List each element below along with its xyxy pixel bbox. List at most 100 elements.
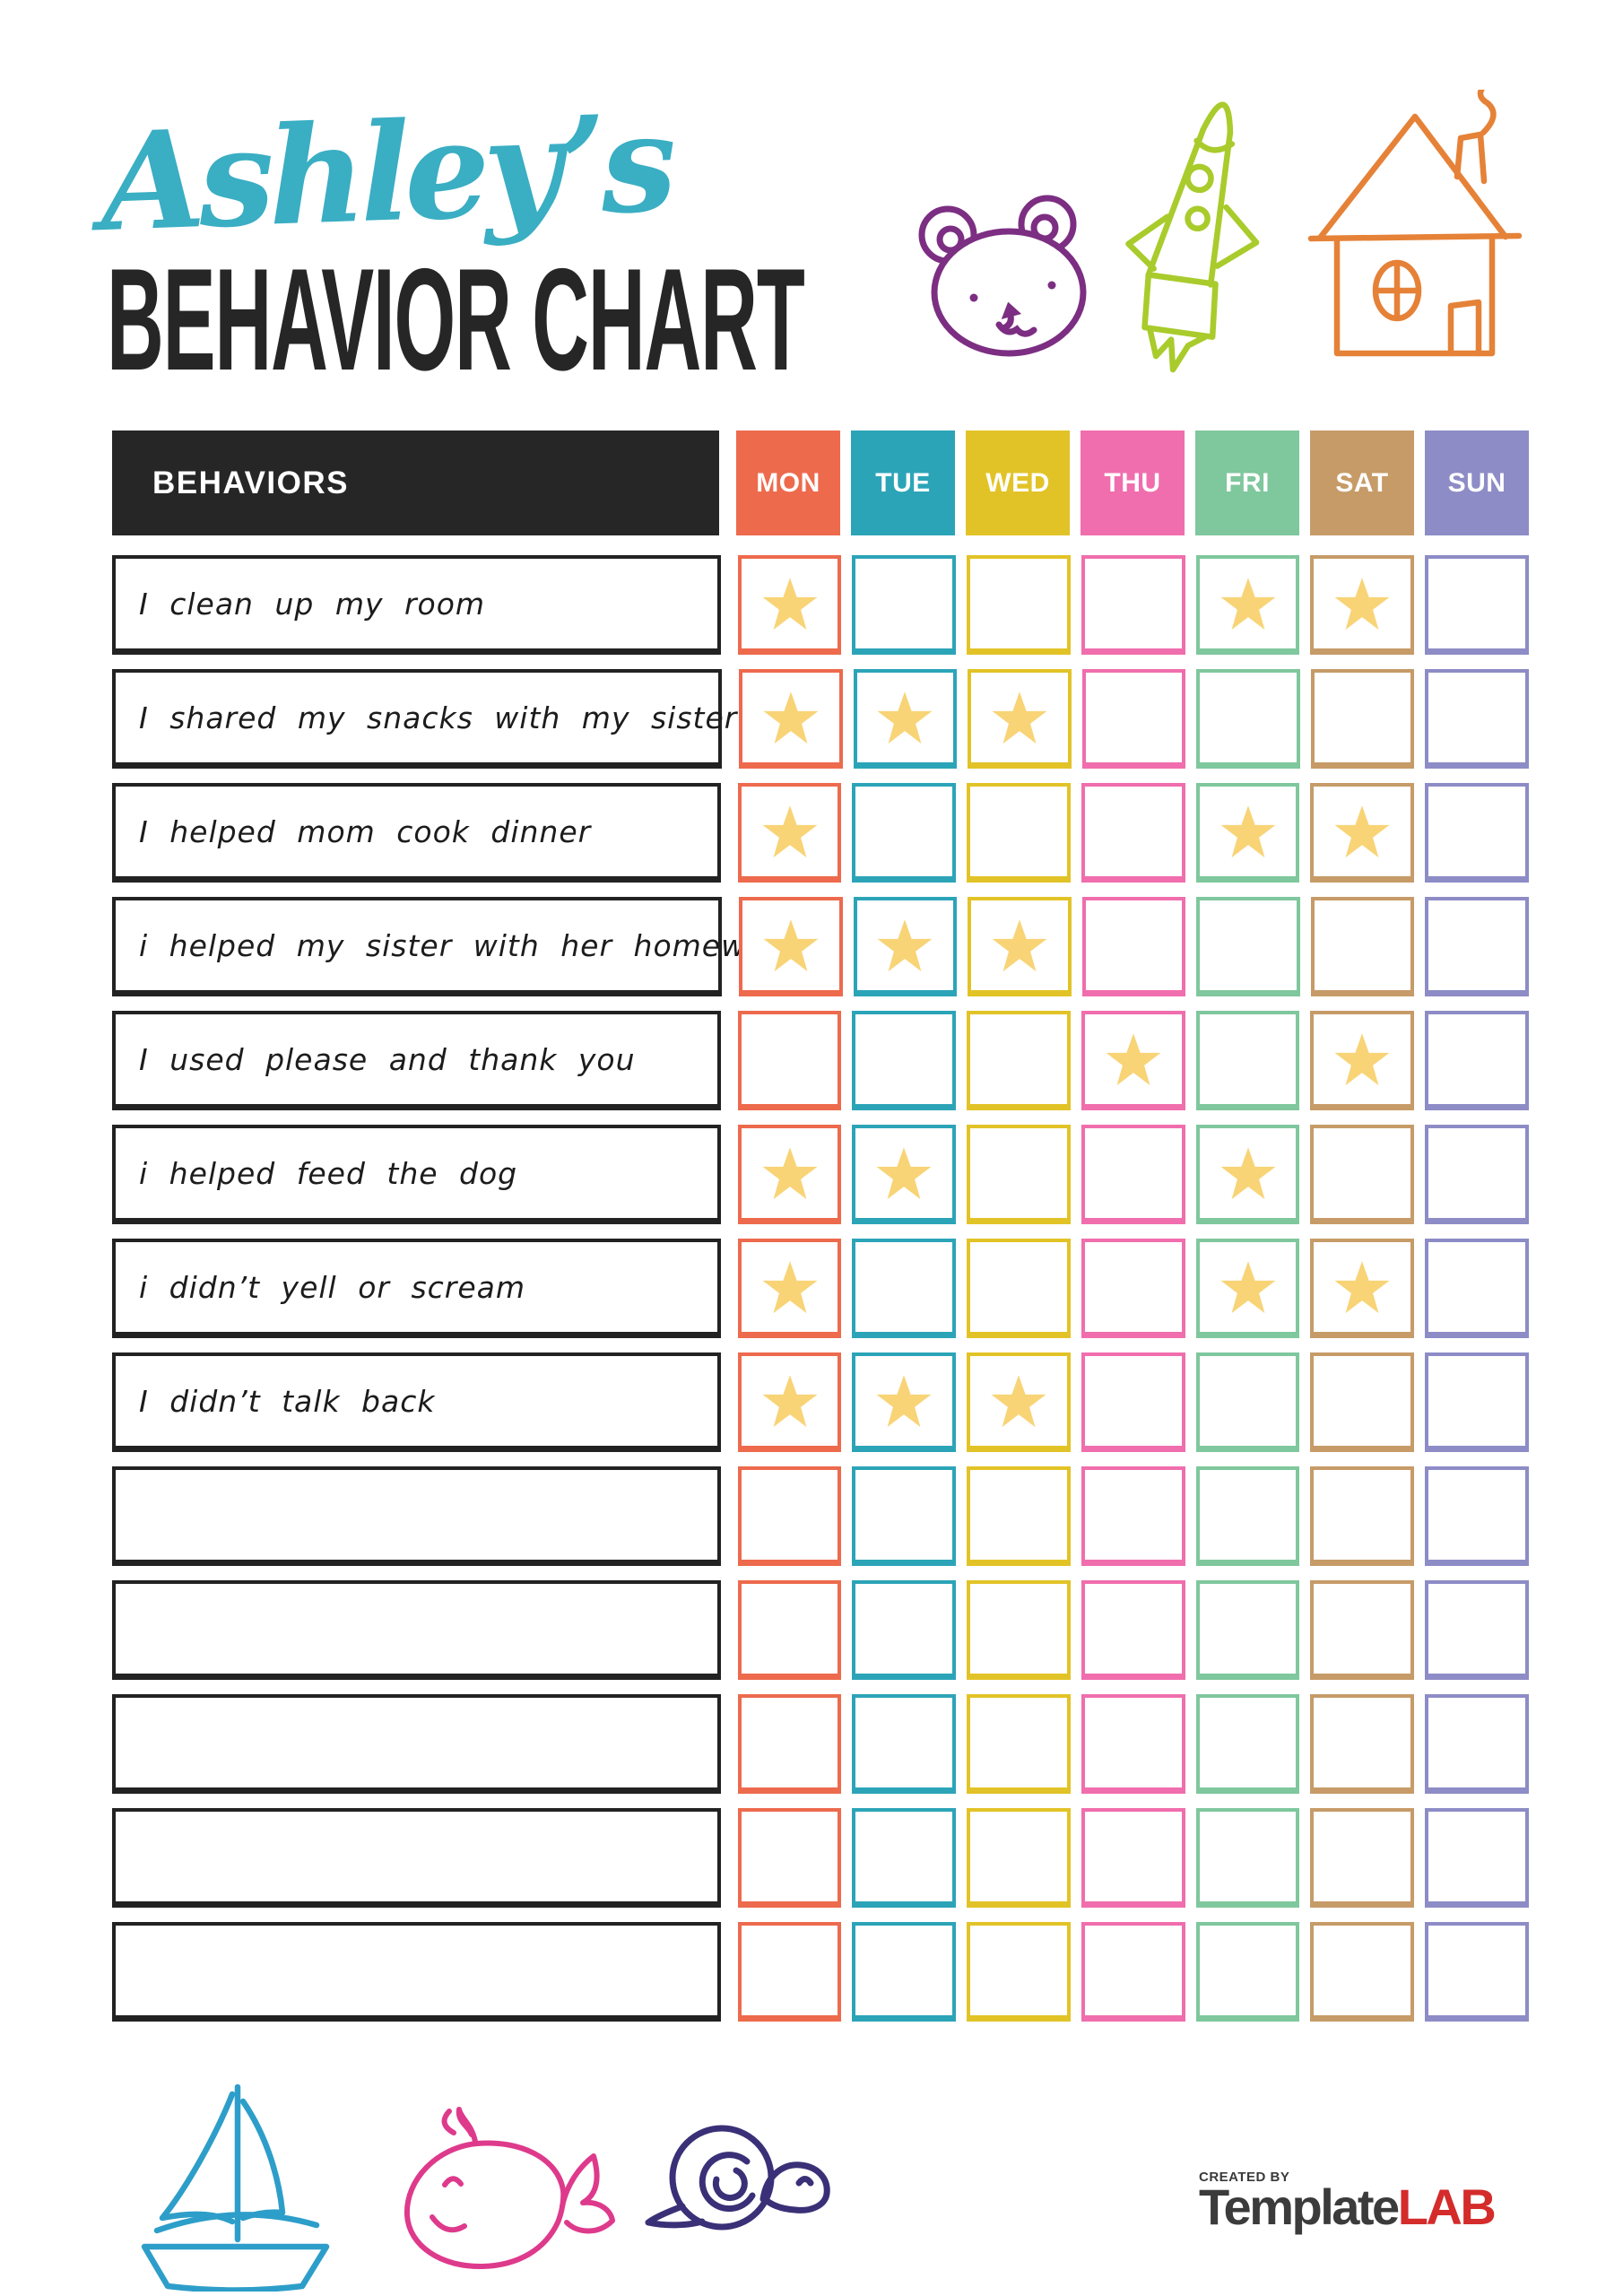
cell-sat[interactable]: [1310, 669, 1415, 769]
cell-mon[interactable]: [737, 783, 842, 883]
cell-tue[interactable]: [852, 1808, 957, 1908]
behavior-label-box[interactable]: [112, 1808, 721, 1908]
cell-thu[interactable]: [1081, 897, 1186, 996]
cell-wed[interactable]: [967, 1580, 1071, 1680]
cell-thu[interactable]: [1081, 1352, 1185, 1452]
cell-fri[interactable]: [1196, 897, 1300, 996]
behavior-label-box[interactable]: [112, 1580, 721, 1680]
cell-sun[interactable]: [1425, 1466, 1529, 1566]
cell-fri[interactable]: [1195, 1125, 1300, 1224]
cell-thu[interactable]: [1081, 555, 1185, 655]
cell-tue[interactable]: [852, 783, 957, 883]
cell-mon[interactable]: [737, 1922, 842, 2022]
cell-sun[interactable]: [1425, 897, 1530, 996]
cell-tue[interactable]: [852, 555, 957, 655]
cell-tue[interactable]: [852, 1125, 957, 1224]
cell-mon[interactable]: [737, 1580, 842, 1680]
cell-wed[interactable]: [967, 1011, 1071, 1110]
cell-mon[interactable]: [737, 555, 842, 655]
cell-wed[interactable]: [967, 1125, 1071, 1224]
cell-mon[interactable]: [739, 897, 843, 996]
cell-thu[interactable]: [1081, 1125, 1185, 1224]
cell-thu[interactable]: [1081, 1011, 1185, 1110]
cell-mon[interactable]: [737, 1011, 842, 1110]
cell-thu[interactable]: [1081, 1922, 1185, 2022]
cell-mon[interactable]: [737, 1239, 842, 1338]
behavior-label-box[interactable]: I didn’t talk back: [112, 1352, 721, 1452]
cell-fri[interactable]: [1195, 1922, 1300, 2022]
cell-sat[interactable]: [1310, 1239, 1415, 1338]
cell-wed[interactable]: [967, 783, 1071, 883]
cell-fri[interactable]: [1196, 669, 1300, 769]
behavior-label-box[interactable]: i helped my sister with her homework: [112, 897, 795, 996]
cell-sun[interactable]: [1425, 1808, 1529, 1908]
cell-fri[interactable]: [1195, 1352, 1300, 1452]
cell-sun[interactable]: [1425, 1011, 1529, 1110]
cell-tue[interactable]: [852, 1694, 957, 1794]
cell-sat[interactable]: [1310, 783, 1415, 883]
cell-sun[interactable]: [1425, 555, 1529, 655]
cell-sun[interactable]: [1425, 1125, 1529, 1224]
cell-sun[interactable]: [1425, 1580, 1529, 1680]
behavior-label-box[interactable]: I clean up my room: [112, 555, 721, 655]
cell-mon[interactable]: [737, 1352, 842, 1452]
cell-wed[interactable]: [967, 1922, 1071, 2022]
cell-tue[interactable]: [852, 1922, 957, 2022]
cell-mon[interactable]: [737, 1694, 842, 1794]
cell-tue[interactable]: [853, 897, 958, 996]
cell-fri[interactable]: [1195, 783, 1300, 883]
cell-wed[interactable]: [967, 1352, 1071, 1452]
behavior-label-box[interactable]: [112, 1466, 721, 1566]
cell-sat[interactable]: [1310, 1580, 1415, 1680]
behavior-label-box[interactable]: [112, 1694, 721, 1794]
cell-sat[interactable]: [1310, 555, 1415, 655]
cell-wed[interactable]: [967, 1808, 1071, 1908]
cell-sat[interactable]: [1310, 1694, 1415, 1794]
cell-tue[interactable]: [852, 1239, 957, 1338]
cell-thu[interactable]: [1081, 669, 1186, 769]
cell-sat[interactable]: [1310, 1352, 1415, 1452]
cell-tue[interactable]: [852, 1011, 957, 1110]
cell-sat[interactable]: [1310, 1808, 1415, 1908]
cell-sun[interactable]: [1425, 783, 1529, 883]
cell-thu[interactable]: [1081, 783, 1185, 883]
cell-mon[interactable]: [737, 1125, 842, 1224]
behavior-label-box[interactable]: I shared my snacks with my sister: [112, 669, 736, 769]
cell-sun[interactable]: [1425, 669, 1530, 769]
cell-sat[interactable]: [1310, 1011, 1415, 1110]
cell-thu[interactable]: [1081, 1808, 1185, 1908]
cell-mon[interactable]: [737, 1808, 842, 1908]
cell-mon[interactable]: [737, 1466, 842, 1566]
cell-sat[interactable]: [1310, 1922, 1415, 2022]
cell-wed[interactable]: [968, 669, 1072, 769]
cell-wed[interactable]: [967, 1694, 1071, 1794]
behavior-label-box[interactable]: I helped mom cook dinner: [112, 783, 721, 883]
cell-wed[interactable]: [967, 555, 1071, 655]
cell-wed[interactable]: [968, 897, 1072, 996]
cell-fri[interactable]: [1195, 1580, 1300, 1680]
cell-fri[interactable]: [1195, 1466, 1300, 1566]
cell-fri[interactable]: [1195, 555, 1300, 655]
cell-fri[interactable]: [1195, 1694, 1300, 1794]
cell-sun[interactable]: [1425, 1694, 1529, 1794]
cell-sun[interactable]: [1425, 1352, 1529, 1452]
cell-tue[interactable]: [852, 1580, 957, 1680]
cell-thu[interactable]: [1081, 1694, 1185, 1794]
cell-tue[interactable]: [852, 1352, 957, 1452]
cell-sun[interactable]: [1425, 1239, 1529, 1338]
cell-thu[interactable]: [1081, 1466, 1185, 1566]
cell-mon[interactable]: [739, 669, 843, 769]
behavior-label-box[interactable]: [112, 1922, 721, 2022]
cell-sun[interactable]: [1425, 1922, 1529, 2022]
cell-sat[interactable]: [1310, 1466, 1415, 1566]
cell-fri[interactable]: [1195, 1808, 1300, 1908]
cell-fri[interactable]: [1195, 1239, 1300, 1338]
cell-sat[interactable]: [1310, 1125, 1415, 1224]
behavior-label-box[interactable]: i didn’t yell or scream: [112, 1239, 721, 1338]
cell-thu[interactable]: [1081, 1580, 1185, 1680]
cell-tue[interactable]: [852, 1466, 957, 1566]
cell-tue[interactable]: [853, 669, 958, 769]
behavior-label-box[interactable]: I used please and thank you: [112, 1011, 721, 1110]
behavior-label-box[interactable]: i helped feed the dog: [112, 1125, 721, 1224]
cell-wed[interactable]: [967, 1466, 1071, 1566]
